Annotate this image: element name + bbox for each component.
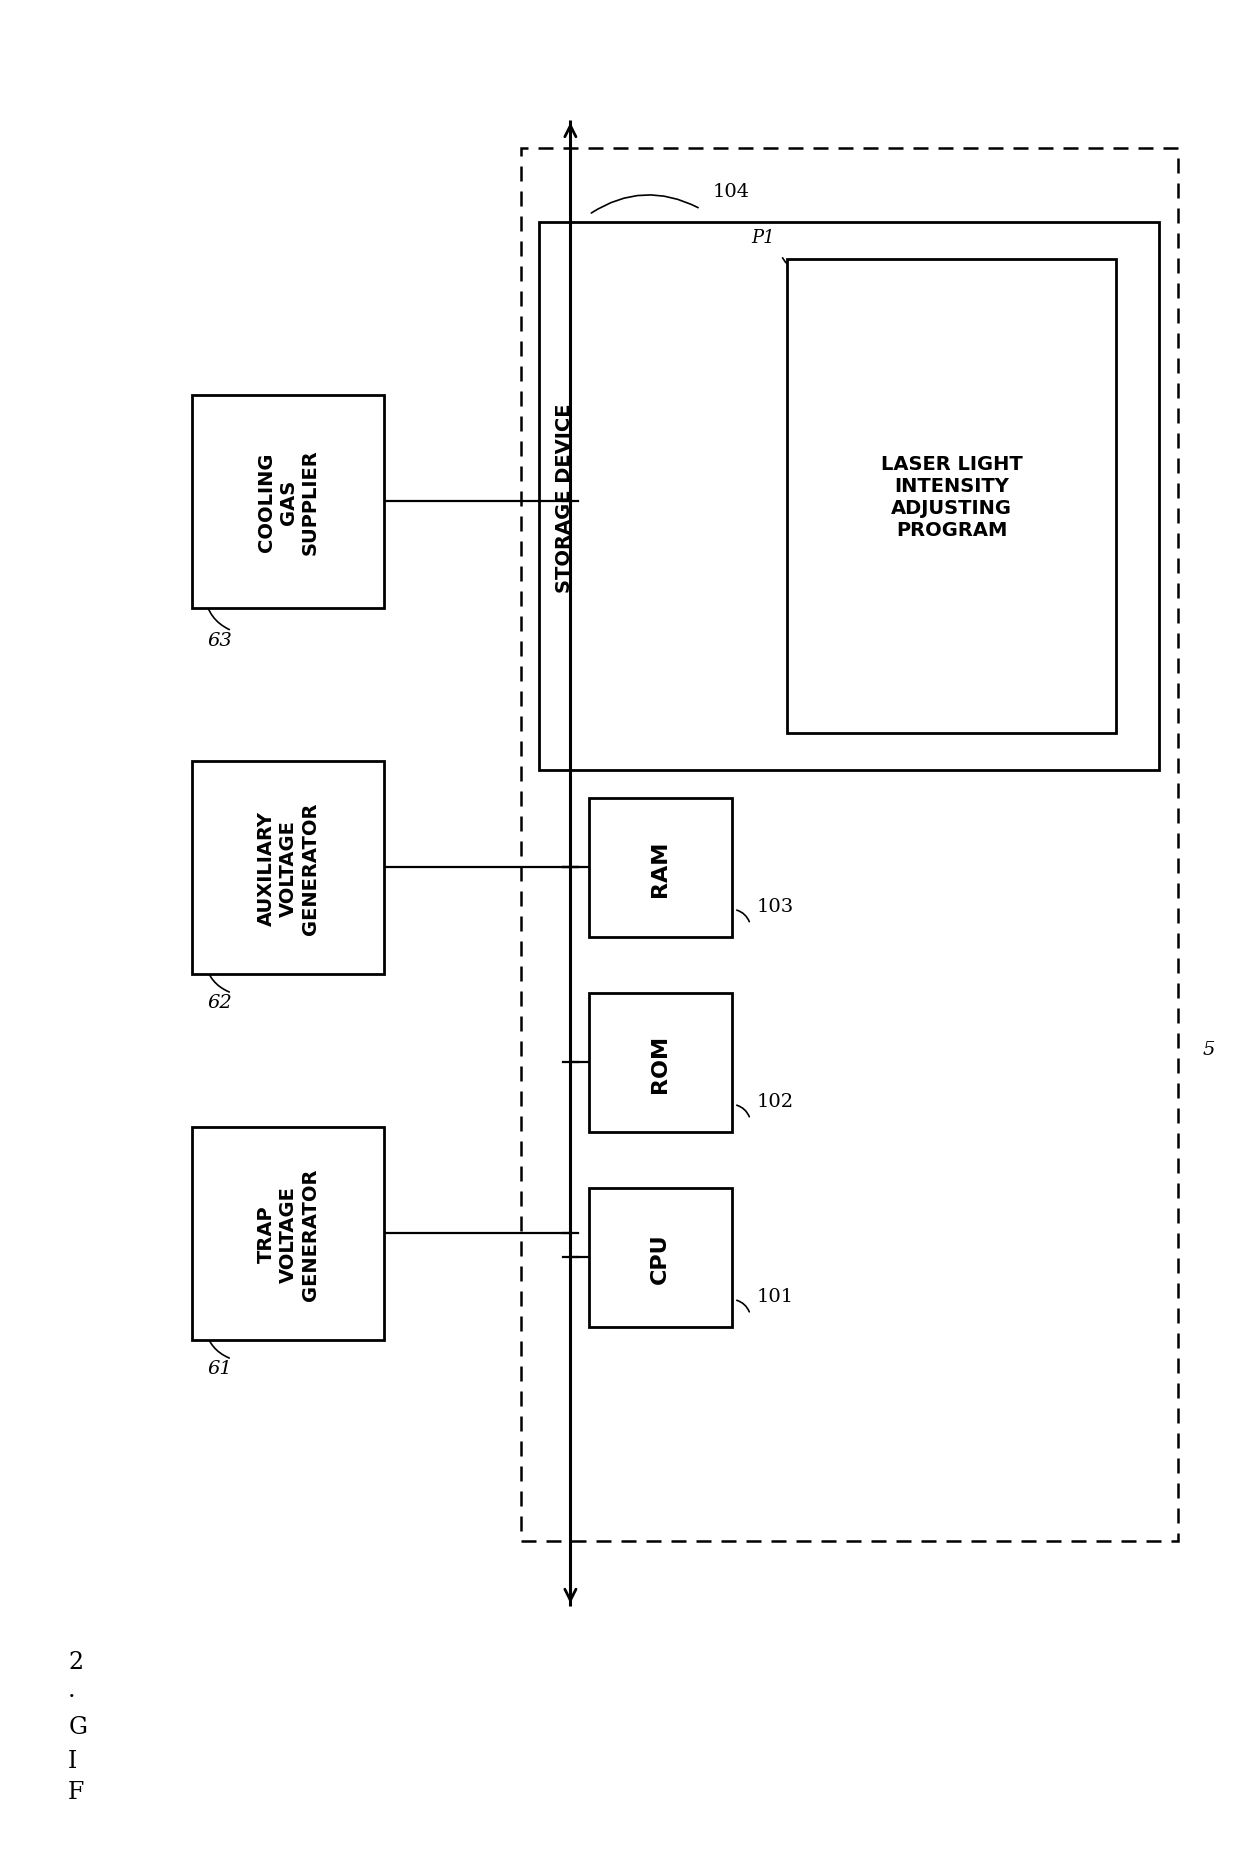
Text: P1: P1 — [751, 228, 775, 247]
Text: 2: 2 — [68, 1651, 83, 1673]
Text: TRAP
VOLTAGE
GENERATOR: TRAP VOLTAGE GENERATOR — [257, 1168, 320, 1300]
Text: 103: 103 — [756, 897, 794, 916]
Text: ROM: ROM — [650, 1034, 671, 1092]
Text: .: . — [68, 1679, 76, 1701]
Text: F: F — [68, 1781, 84, 1803]
Bar — [192, 761, 384, 975]
Bar — [192, 396, 384, 609]
Bar — [521, 149, 1178, 1541]
Text: I: I — [68, 1749, 77, 1772]
Text: LASER LIGHT
INTENSITY
ADJUSTING
PROGRAM: LASER LIGHT INTENSITY ADJUSTING PROGRAM — [880, 455, 1023, 539]
Text: STORAGE DEVICE: STORAGE DEVICE — [554, 403, 574, 592]
Text: 62: 62 — [207, 993, 232, 1012]
Bar — [589, 993, 732, 1133]
Text: 101: 101 — [756, 1287, 794, 1305]
Bar — [589, 799, 732, 938]
Text: G: G — [68, 1716, 87, 1738]
Text: RAM: RAM — [650, 839, 671, 897]
Bar — [787, 260, 1116, 734]
Text: 61: 61 — [207, 1359, 232, 1378]
Text: 104: 104 — [713, 182, 750, 201]
Text: 63: 63 — [207, 631, 232, 650]
Bar — [539, 223, 1159, 771]
Text: 5: 5 — [1203, 1040, 1215, 1058]
Bar — [589, 1188, 732, 1328]
Bar — [192, 1127, 384, 1341]
Text: COOLING
GAS
SUPPLIER: COOLING GAS SUPPLIER — [257, 449, 320, 555]
Text: CPU: CPU — [650, 1233, 671, 1283]
Text: 102: 102 — [756, 1092, 794, 1110]
Text: AUXILIARY
VOLTAGE
GENERATOR: AUXILIARY VOLTAGE GENERATOR — [257, 802, 320, 934]
